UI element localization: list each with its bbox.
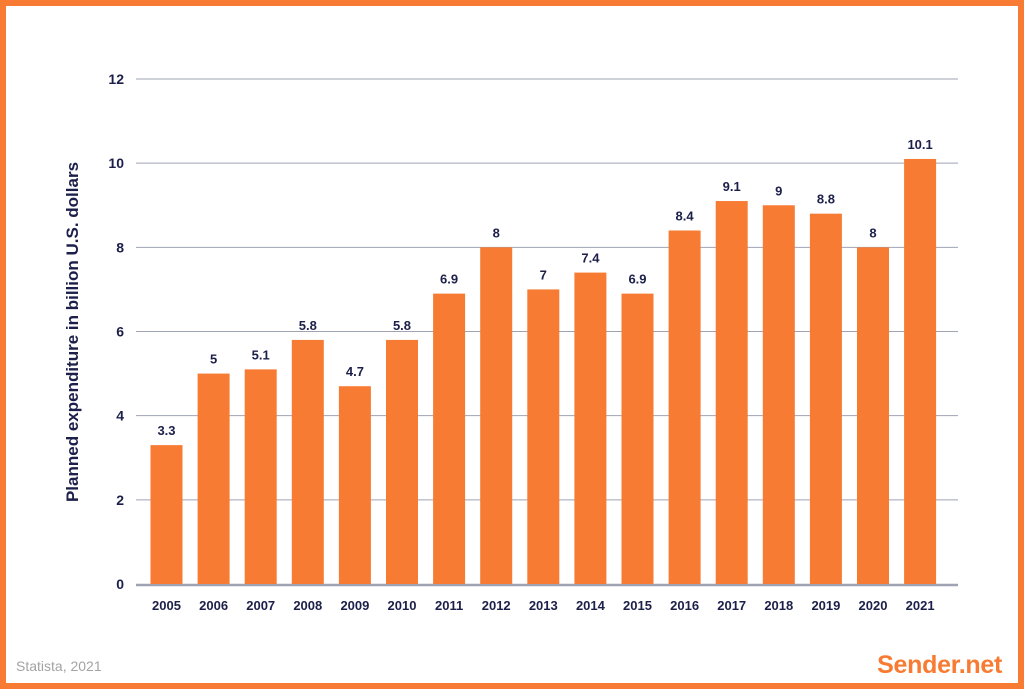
bar-2021	[904, 158, 937, 585]
bar-2019	[809, 213, 842, 584]
bar-2007	[244, 369, 277, 584]
x-tick-label: 2017	[717, 598, 746, 613]
bar-2009	[338, 386, 371, 584]
bar-2017	[715, 201, 748, 584]
x-tick-label: 2015	[623, 598, 652, 613]
data-label-2019: 8.8	[817, 192, 835, 207]
data-labels: 3.3 5 5.1 5.8 4.7 5.8 6.9 8 7 7.4 6.9 8.4 9.1 9 8.8 8 10…	[157, 137, 932, 438]
x-tick-label: 2009	[340, 598, 369, 613]
bar-2010	[386, 339, 418, 584]
bar-2008	[291, 339, 324, 584]
bar-2015	[621, 293, 654, 584]
data-label-2013: 7	[540, 267, 547, 282]
x-tick-label: 2014	[576, 598, 606, 613]
bars	[150, 158, 937, 585]
y-tick-label: 10	[108, 155, 124, 171]
x-tick-label: 2006	[199, 598, 228, 613]
data-label-2018: 9	[775, 183, 782, 198]
data-label-2011: 6.9	[440, 272, 458, 287]
bar-2006	[197, 373, 230, 584]
y-axis-ticks: 0 2 4 6 8 10 12	[108, 71, 124, 592]
data-label-2021: 10.1	[907, 137, 932, 152]
data-label-2006: 5	[210, 352, 217, 367]
x-tick-label: 2010	[388, 598, 417, 613]
data-label-2008: 5.8	[299, 318, 317, 333]
x-tick-label: 2007	[246, 598, 275, 613]
data-label-2012: 8	[493, 225, 500, 240]
data-label-2009: 4.7	[346, 364, 364, 379]
data-label-2020: 8	[869, 225, 876, 240]
data-label-2007: 5.1	[252, 347, 270, 362]
bar-2020	[857, 247, 889, 585]
data-label-2014: 7.4	[581, 251, 600, 266]
data-label-2005: 3.3	[157, 423, 175, 438]
x-tick-label: 2021	[906, 598, 935, 613]
source-note: Statista, 2021	[16, 658, 102, 674]
x-tick-label: 2012	[482, 598, 511, 613]
x-tick-label: 2019	[811, 598, 840, 613]
y-tick-label: 0	[116, 576, 124, 592]
x-tick-label: 2018	[764, 598, 793, 613]
data-label-2017: 9.1	[723, 179, 741, 194]
y-axis-title: Planned expenditure in billion U.S. doll…	[63, 162, 82, 502]
bar-2005	[150, 445, 183, 584]
bar-2012	[480, 247, 513, 585]
x-tick-label: 2013	[529, 598, 558, 613]
x-tick-label: 2020	[859, 598, 888, 613]
x-tick-label: 2016	[670, 598, 699, 613]
bar-2016	[668, 230, 701, 584]
y-tick-label: 4	[116, 408, 124, 424]
data-label-2016: 8.4	[676, 209, 695, 224]
bar-2018	[762, 205, 795, 584]
x-tick-label: 2011	[435, 598, 463, 613]
data-label-2015: 6.9	[628, 272, 646, 287]
x-tick-label: 2008	[293, 598, 322, 613]
bar-2013	[527, 289, 560, 584]
x-axis-ticks: 2005 2006 2007 2008 2009 2010 2011 2012 2013 2014…	[152, 598, 935, 613]
y-tick-label: 8	[116, 239, 124, 255]
bar-2011	[433, 293, 466, 584]
data-label-2010: 5.8	[393, 318, 411, 333]
bar-2014	[574, 272, 607, 584]
y-tick-label: 2	[116, 492, 124, 508]
y-tick-label: 12	[108, 71, 124, 87]
x-tick-label: 2005	[152, 598, 181, 613]
y-tick-label: 6	[116, 324, 124, 340]
brand-logo: Sender.net	[877, 651, 1002, 679]
